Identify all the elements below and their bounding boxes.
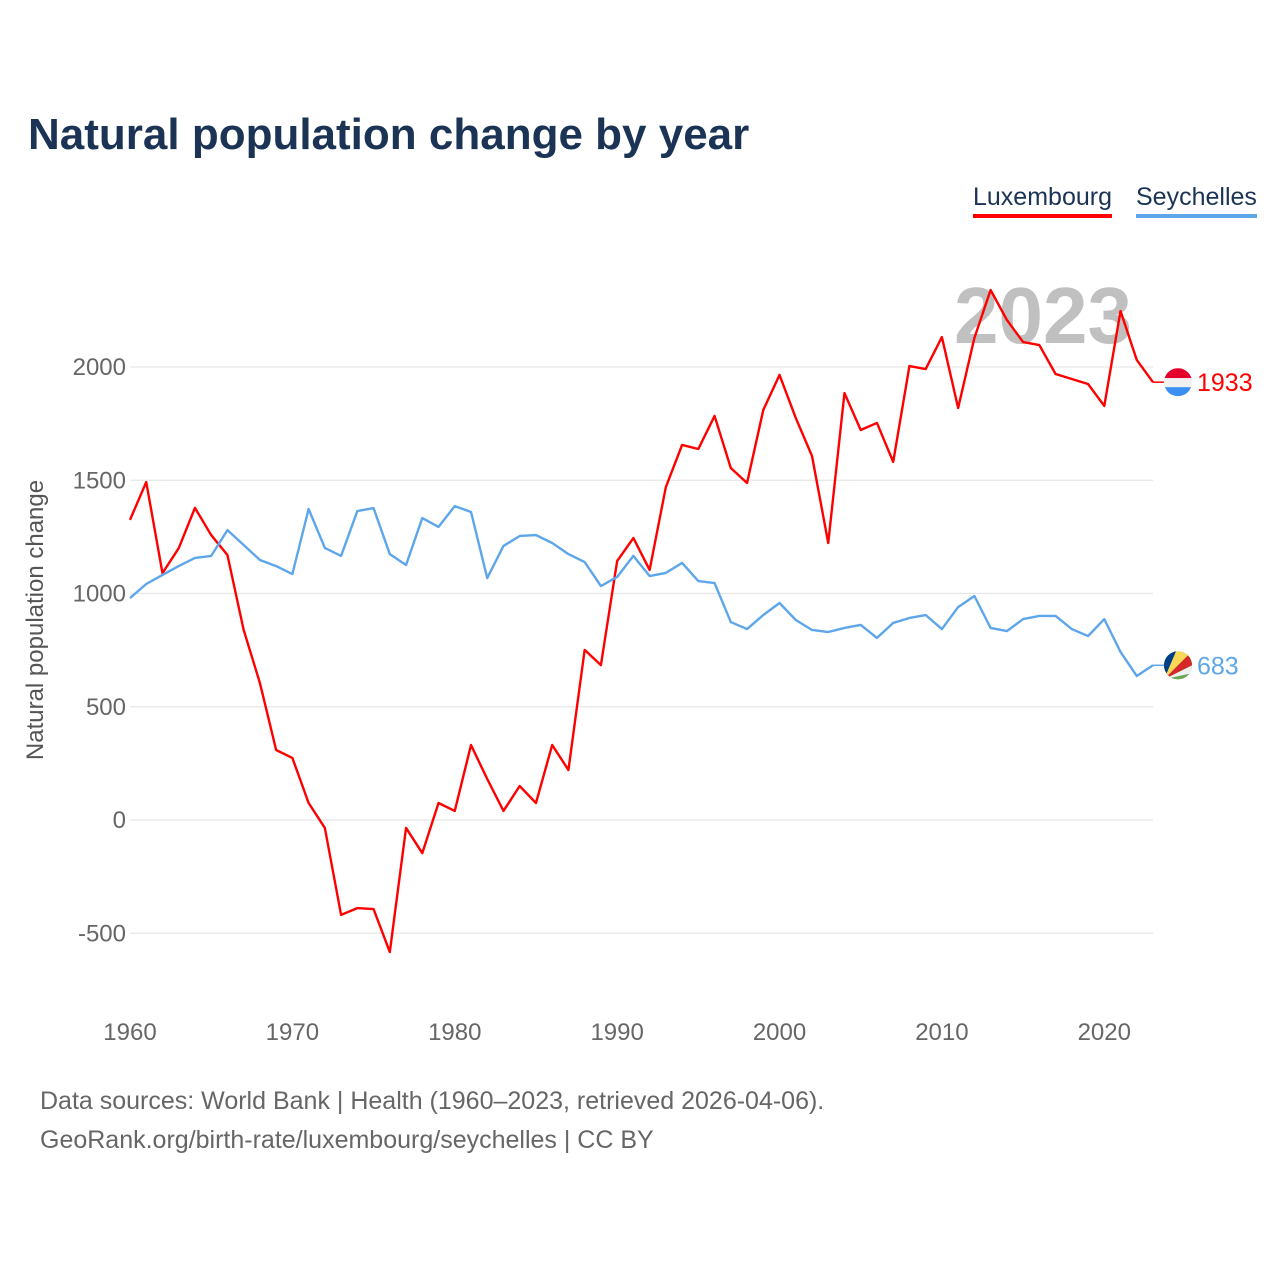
footer-link[interactable]: GeoRank.org/birth-rate/luxembourg/seyche…	[40, 1126, 654, 1154]
x-tick-label: 1960	[103, 1019, 156, 1046]
y-tick-label: 1500	[73, 467, 126, 494]
x-tick-label: 2000	[753, 1019, 806, 1046]
x-tick-label: 1980	[428, 1019, 481, 1046]
y-tick-label: 2000	[73, 354, 126, 381]
flag-stripe	[1164, 368, 1192, 379]
flag-stripe	[1164, 378, 1192, 388]
y-tick-label: -500	[78, 920, 126, 947]
series-line-seychelles	[129, 504, 1154, 678]
footer-sources: Data sources: World Bank | Health (1960–…	[40, 1087, 825, 1115]
x-tick-label: 1990	[590, 1019, 643, 1046]
legend-luxembourg[interactable]: Luxembourg	[973, 183, 1112, 218]
flag-body	[1164, 651, 1192, 680]
flag-stripe	[1164, 673, 1192, 680]
y-tick-label: 500	[86, 694, 126, 721]
flag-stripe	[1164, 651, 1192, 680]
series-line-luxembourg	[128, 288, 1154, 954]
end-value-label: 683	[1197, 652, 1239, 680]
flag-stripe	[1164, 387, 1192, 397]
x-tick-label: 1970	[266, 1019, 319, 1046]
y-tick-label: 0	[113, 807, 126, 834]
luxembourg-flag-icon	[1164, 368, 1192, 397]
x-tick-label: 2010	[915, 1019, 968, 1046]
flag-body	[1164, 368, 1192, 397]
flag-stripe	[1164, 651, 1176, 680]
y-axis-label: Natural population change	[22, 480, 49, 760]
legend-seychelles[interactable]: Seychelles	[1136, 183, 1257, 218]
y-tick-label: 1000	[73, 581, 126, 608]
seychelles-flag-icon	[1164, 651, 1192, 680]
year-watermark: 2023	[954, 271, 1132, 360]
chart-title: Natural population change by year	[28, 110, 750, 159]
end-value-label: 1933	[1197, 369, 1253, 397]
x-tick-label: 2020	[1078, 1019, 1131, 1046]
